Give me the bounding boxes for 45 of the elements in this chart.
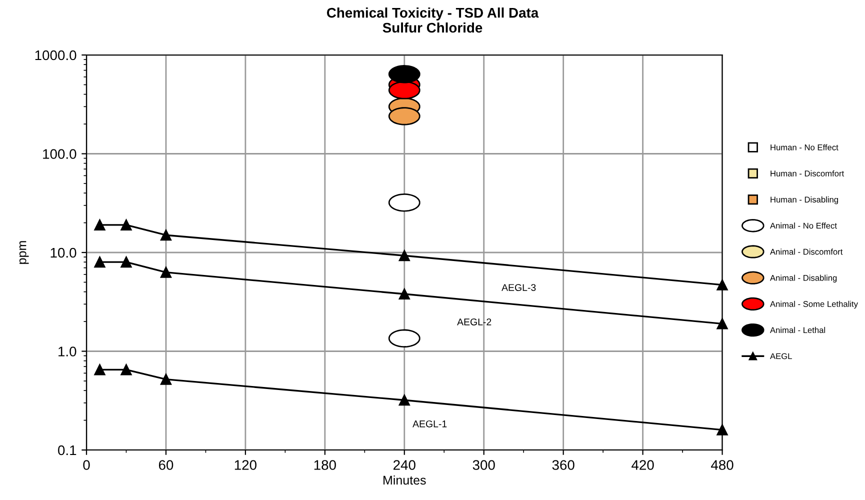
x-tick-label: 240 bbox=[394, 460, 416, 470]
y-tick-label: 1.0 bbox=[58, 346, 76, 356]
x-tick-label: 0 bbox=[83, 460, 90, 470]
point bbox=[398, 250, 410, 262]
point bbox=[716, 279, 728, 290]
point bbox=[716, 318, 728, 330]
x-tick-label: 360 bbox=[552, 460, 574, 470]
legend-label: Animal - Disabling bbox=[770, 274, 837, 282]
x-tick-label: 480 bbox=[711, 460, 734, 470]
x-tick-label: 180 bbox=[314, 460, 336, 470]
point bbox=[398, 394, 410, 406]
x-tick-label: 420 bbox=[632, 460, 654, 470]
chart-subtitle: Sulfur Chloride bbox=[382, 22, 482, 33]
y-tick-label: 100.0 bbox=[43, 149, 76, 159]
annotation: AEGL-3 bbox=[502, 284, 536, 291]
y-tick-label: 1000.0 bbox=[35, 50, 76, 60]
point bbox=[120, 364, 132, 376]
legend-label: Human - Disabling bbox=[770, 196, 838, 204]
point bbox=[160, 374, 172, 385]
legend-label: AEGL bbox=[770, 353, 792, 360]
point bbox=[94, 219, 106, 231]
chart-title: Chemical Toxicity - TSD All Data bbox=[326, 8, 539, 20]
legend-label: Animal - No Effect bbox=[770, 222, 837, 229]
legend-label: Human - Discomfort bbox=[770, 170, 844, 176]
point bbox=[94, 256, 106, 268]
y-tick-label: 10.0 bbox=[50, 248, 76, 258]
annotation: AEGL-1 bbox=[412, 420, 447, 428]
y-tick-label: 0.1 bbox=[58, 445, 76, 456]
annotation: AEGL-2 bbox=[457, 318, 492, 326]
legend-label: Animal - Discomfort bbox=[770, 248, 843, 255]
point bbox=[716, 424, 728, 436]
legend-label: Human - No Effect bbox=[770, 144, 838, 150]
legend-label: Animal - Some Lethality bbox=[770, 300, 858, 309]
point bbox=[160, 230, 172, 241]
x-tick-label: 60 bbox=[158, 460, 174, 470]
point bbox=[94, 364, 106, 376]
x-axis-title: Minutes bbox=[384, 475, 426, 485]
x-tick-label: 120 bbox=[234, 460, 256, 470]
point bbox=[398, 288, 410, 300]
legend-label: Animal - Lethal bbox=[770, 326, 826, 334]
point bbox=[160, 266, 172, 278]
y-axis-title: ppm bbox=[19, 241, 29, 264]
x-tick-label: 300 bbox=[472, 460, 495, 470]
point bbox=[120, 256, 132, 268]
point bbox=[120, 219, 132, 231]
